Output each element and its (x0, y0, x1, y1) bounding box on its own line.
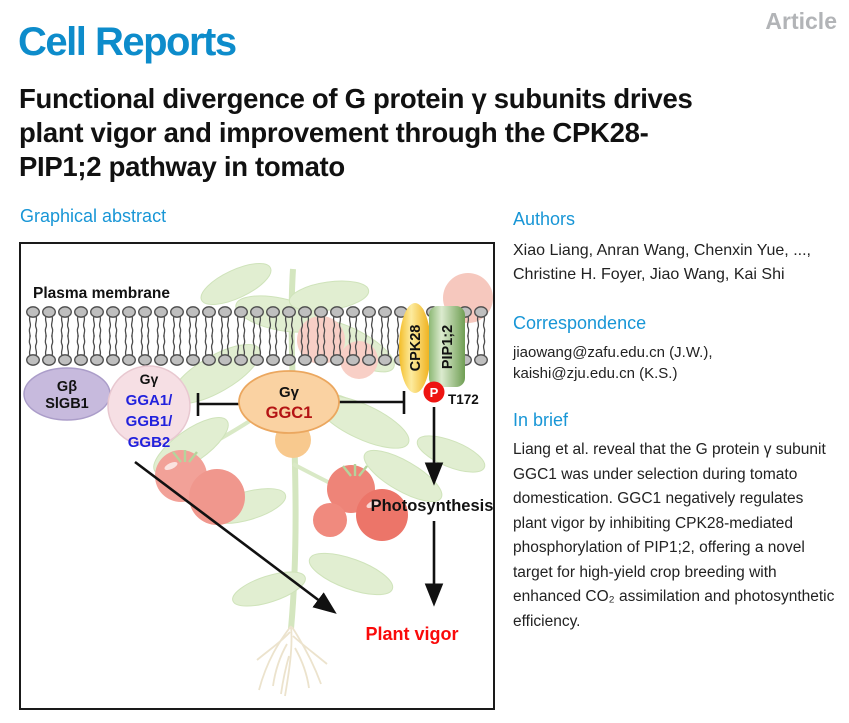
pip12-label: PIP1;2 (440, 325, 456, 369)
right-column: Authors Xiao Liang, Anran Wang, Chenxin … (513, 209, 839, 634)
phospho-badge: P (423, 381, 445, 403)
graphical-abstract-figure: Plasma membrane Gβ SlGB1 Gγ GGA1/ GGB1/ … (19, 242, 495, 710)
g-beta-subunit-label: Gβ (57, 379, 77, 395)
graphical-abstract-svg: Plasma membrane Gβ SlGB1 Gγ GGA1/ GGB1/ … (23, 263, 493, 697)
title-line-1: Functional divergence of G protein γ sub… (19, 83, 693, 114)
title-line-2: plant vigor and improvement through the … (19, 117, 649, 148)
g-gamma-group-node: Gγ GGA1/ GGB1/ GGB2 (107, 365, 191, 451)
tomato-plant-background (153, 263, 493, 697)
phospho-site-label: T172 (448, 392, 479, 407)
title-line-3: PIP1;2 pathway in tomato (19, 151, 345, 182)
correspondence-email-1: jiaowang@zafu.edu.cn (J.W.), (513, 344, 713, 361)
authors-line-2: Christine H. Foyer, Jiao Wang, Kai Shi (513, 266, 785, 283)
g-gamma-gene-ggb1: GGB1/ (126, 413, 174, 430)
correspondence-emails: jiaowang@zafu.edu.cn (J.W.), kaishi@zju.… (513, 342, 839, 384)
g-beta-gene-label: SlGB1 (45, 396, 89, 412)
in-brief-heading: In brief (513, 410, 569, 430)
authors-list: Xiao Liang, Anran Wang, Chenxin Yue, ...… (513, 239, 839, 287)
graphical-abstract-heading: Graphical abstract (20, 206, 167, 226)
cpk28-label: CPK28 (408, 325, 424, 372)
authors-heading: Authors (513, 209, 576, 229)
inhibition-line-left (196, 393, 240, 416)
journal-logo: Cell Reports (18, 20, 237, 64)
correspondence-heading: Correspondence (513, 313, 647, 333)
photosynthesis-label: Photosynthesis (371, 497, 493, 515)
ggc1-node: Gγ GGC1 (238, 370, 340, 434)
correspondence-email-2: kaishi@zju.edu.cn (K.S.) (513, 365, 678, 382)
ggc1-subunit-label: Gγ (279, 384, 300, 401)
g-beta-node: Gβ SlGB1 (23, 367, 111, 421)
g-gamma-gene-gga1: GGA1/ (126, 392, 174, 409)
plasma-membrane-label: Plasma membrane (33, 285, 170, 302)
g-gamma-gene-ggb2: GGB2 (128, 434, 171, 451)
phospho-p-label: P (430, 385, 439, 400)
authors-line-1: Xiao Liang, Anran Wang, Chenxin Yue, ...… (513, 242, 811, 259)
article-type-label: Article (765, 8, 837, 34)
cpk28-node: CPK28 (399, 303, 431, 393)
plant-vigor-label: Plant vigor (365, 624, 458, 644)
in-brief-text: Liang et al. reveal that the G protein γ… (513, 441, 835, 630)
ggc1-gene-label: GGC1 (266, 404, 313, 422)
inhibition-line-right (339, 391, 406, 414)
diagonal-arrow-to-plant-vigor (134, 460, 337, 614)
roots-drawing (256, 625, 328, 697)
g-gamma-group-subunit-label: Gγ (140, 371, 159, 387)
pip12-node: PIP1;2 (429, 306, 465, 387)
article-title: Functional divergence of G protein γ sub… (19, 82, 831, 184)
